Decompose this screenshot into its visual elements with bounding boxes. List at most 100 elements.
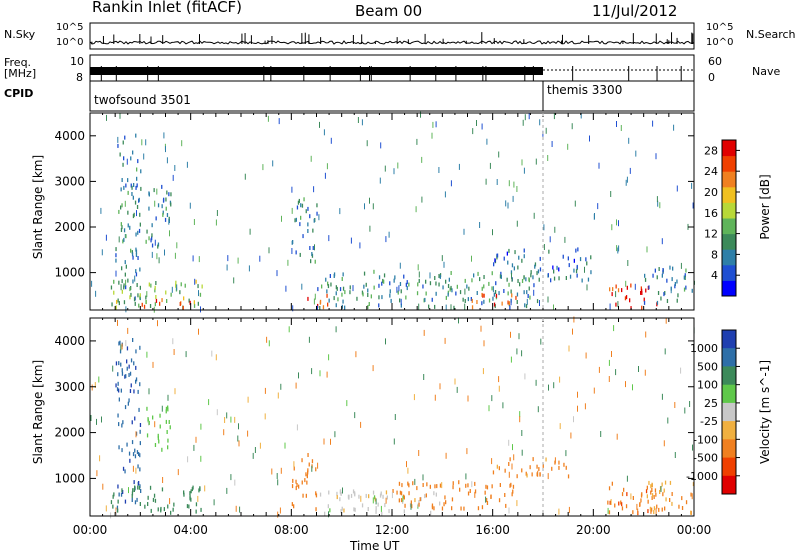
data-cell [300, 215, 302, 220]
data-cell [157, 244, 159, 249]
data-cell [516, 474, 518, 479]
colorbar-segment [722, 140, 736, 157]
data-cell [363, 284, 365, 289]
data-cell [610, 191, 612, 197]
data-cell [674, 402, 676, 408]
data-cell [370, 294, 372, 299]
data-cell [418, 502, 420, 507]
data-cell [119, 152, 121, 157]
data-cell [471, 481, 473, 488]
data-cell [315, 493, 318, 498]
data-cell [131, 250, 133, 255]
data-cell [585, 352, 587, 359]
data-cell [313, 298, 315, 305]
data-cell [181, 140, 183, 147]
data-cell [396, 490, 398, 495]
data-cell [307, 296, 309, 301]
data-cell [138, 485, 141, 490]
colorbar-segment [722, 233, 736, 250]
data-cell [651, 482, 653, 487]
data-cell [433, 506, 435, 511]
data-cell [378, 283, 380, 288]
data-cell [432, 121, 434, 128]
data-cell [459, 290, 462, 295]
data-cell [559, 376, 561, 383]
data-cell [614, 503, 616, 508]
data-cell [535, 158, 537, 165]
data-cell [448, 277, 450, 282]
nsky-tick-low: 10^0 [56, 37, 84, 48]
data-cell [330, 438, 331, 445]
data-cell [356, 296, 358, 301]
data-cell [153, 188, 155, 193]
data-cell [645, 489, 648, 494]
data-cell [398, 498, 400, 503]
data-cell [155, 216, 157, 221]
data-cell [635, 150, 637, 157]
data-cell [507, 202, 509, 209]
data-cell [528, 113, 530, 120]
data-cell [132, 338, 134, 342]
data-cell [643, 300, 646, 305]
data-cell [662, 492, 664, 497]
data-cell [523, 290, 525, 295]
data-cell [639, 502, 641, 506]
data-cell [498, 291, 500, 296]
data-cell [309, 246, 311, 250]
data-cell [386, 495, 388, 500]
data-cell [159, 413, 161, 418]
data-cell [349, 290, 351, 295]
data-cell [372, 203, 374, 210]
data-cell [467, 483, 469, 488]
data-cell [339, 287, 342, 292]
data-cell [685, 268, 687, 273]
data-cell [125, 306, 127, 313]
data-cell [490, 494, 492, 499]
data-cell [516, 500, 518, 507]
data-cell [361, 503, 364, 508]
data-cell [632, 510, 634, 515]
data-cell [121, 343, 123, 350]
data-cell [133, 361, 135, 366]
data-cell [362, 292, 364, 297]
data-cell [665, 497, 667, 502]
data-cell [525, 277, 527, 282]
data-cell [533, 289, 535, 296]
data-cell [567, 474, 570, 479]
data-cell [110, 512, 112, 519]
data-cell [135, 253, 138, 257]
data-cell [568, 345, 570, 352]
data-cell [195, 436, 197, 443]
data-cell [485, 178, 487, 185]
data-cell [463, 228, 465, 235]
data-cell [298, 198, 300, 203]
data-cell [669, 498, 671, 502]
data-cell [123, 237, 125, 242]
data-cell [420, 111, 421, 118]
data-cell [139, 502, 141, 506]
data-cell [252, 452, 254, 459]
data-cell [135, 365, 137, 370]
data-cell [429, 484, 431, 489]
data-cell [466, 448, 468, 455]
data-cell [277, 511, 279, 518]
data-cell [499, 274, 502, 279]
data-cell [174, 388, 176, 395]
data-cell [311, 368, 313, 375]
data-cell [117, 499, 119, 504]
data-cell [573, 416, 574, 423]
data-cell [491, 286, 493, 291]
data-cell [654, 268, 656, 273]
data-cell [174, 165, 176, 171]
data-cell [450, 180, 452, 187]
data-cell [121, 488, 123, 493]
data-cell [112, 504, 114, 509]
data-cell [113, 290, 115, 295]
data-cell [435, 492, 437, 497]
data-cell [125, 340, 127, 347]
x-tick-label: 00:00 [73, 523, 108, 537]
data-cell [188, 298, 190, 303]
data-cell [314, 259, 316, 264]
data-cell [554, 457, 556, 464]
data-cell [464, 303, 466, 310]
